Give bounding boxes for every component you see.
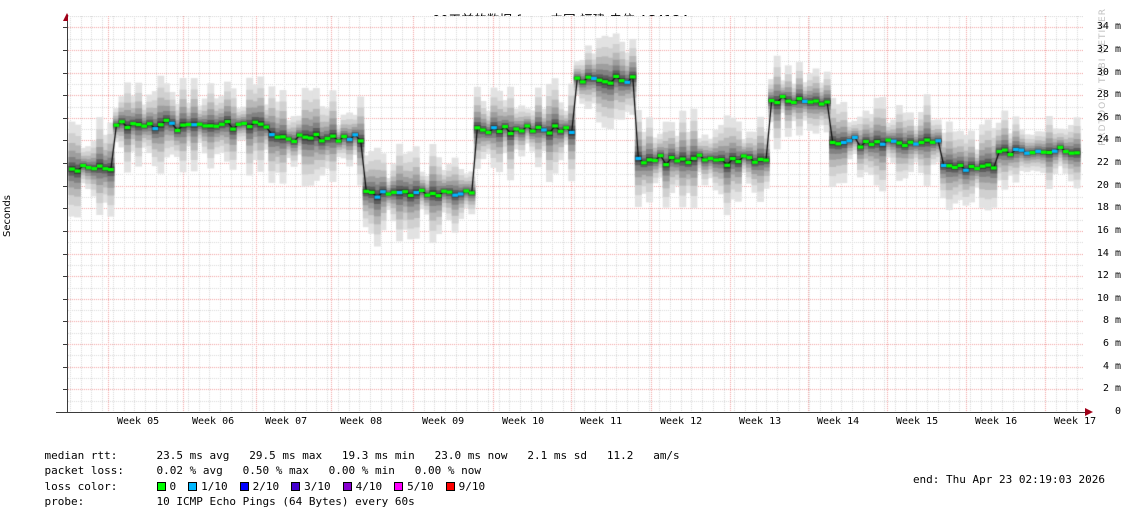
y-tick-label: 2 m xyxy=(1102,383,1121,395)
loss-legend-item: 9/10 xyxy=(445,479,486,493)
y-tick-label: 24 m xyxy=(1096,134,1121,146)
x-tick-label: Week 16 xyxy=(975,416,1018,427)
x-tick-label: Week 17 xyxy=(1054,416,1097,427)
y-tick-mark xyxy=(63,49,68,51)
y-tick-label: 28 m xyxy=(1096,89,1121,101)
loss-legend-label: 9/10 xyxy=(458,479,486,493)
x-tick-label: Week 15 xyxy=(896,416,939,427)
loss-legend-label: 2/10 xyxy=(252,479,280,493)
y-tick-label: 12 m xyxy=(1096,270,1121,282)
y-tick-label: 30 m xyxy=(1096,66,1121,78)
y-tick-mark xyxy=(63,276,68,278)
loss-legend-item: 5/10 xyxy=(394,480,434,493)
y-tick-mark xyxy=(63,253,68,255)
median-rtt-row: median rtt: 23.5 ms avg 29.5 ms max 19.3 … xyxy=(18,432,1108,462)
y-tick-mark xyxy=(63,117,68,119)
y-tick-label: 0 xyxy=(1114,406,1121,417)
y-tick-mark xyxy=(63,72,68,74)
y-tick-label: 6 m xyxy=(1102,338,1121,350)
y-tick-mark xyxy=(63,185,68,187)
y-tick-mark xyxy=(63,140,68,142)
y-tick-mark xyxy=(63,298,68,300)
y-tick-label: 16 m xyxy=(1096,224,1121,236)
loss-legend-label: 1/10 xyxy=(201,479,228,493)
loss-color-swatch-icon xyxy=(156,481,166,491)
y-tick-mark xyxy=(63,163,68,165)
packet-loss-key: packet loss: xyxy=(44,464,124,477)
y-tick-mark xyxy=(63,208,68,210)
y-tick-mark xyxy=(63,412,68,413)
y-axis-line xyxy=(67,20,68,413)
y-tick-mark xyxy=(63,95,68,97)
loss-legend-label: 5/10 xyxy=(407,479,434,493)
y-tick-label: 20 m xyxy=(1096,179,1121,191)
y-tick-label: 34 m xyxy=(1096,21,1121,33)
median-rtt-value: 23.5 ms avg 29.5 ms max 19.3 ms min 23.0… xyxy=(156,448,680,462)
loss-legend-item: 4/10 xyxy=(342,479,383,493)
packet-loss-value: 0.02 % avg 0.50 % max 0.00 % min 0.00 % … xyxy=(156,464,482,477)
y-tick-mark xyxy=(63,344,68,346)
x-tick-label: Week 06 xyxy=(192,416,235,427)
y-tick-label: 10 m xyxy=(1096,292,1121,304)
median-rtt-key: median rtt: xyxy=(44,448,118,462)
y-tick-mark xyxy=(63,230,68,232)
y-tick-mark xyxy=(63,321,68,323)
loss-legend-item: 1/10 xyxy=(188,480,228,493)
loss-color-swatch-icon xyxy=(291,481,301,491)
y-tick-label: 22 m xyxy=(1096,157,1121,169)
x-tick-label: Week 07 xyxy=(265,416,308,427)
y-tick-mark xyxy=(63,389,68,391)
probe-key: probe: xyxy=(44,495,85,508)
x-tick-label: Week 10 xyxy=(502,416,545,427)
y-tick-label: 4 m xyxy=(1102,360,1121,372)
loss-color-swatch-icon xyxy=(188,481,198,491)
x-axis-line xyxy=(56,412,1085,413)
loss-color-swatch-icon xyxy=(342,481,352,491)
packet-loss-row: packet loss: 0.02 % avg 0.50 % max 0.00 %… xyxy=(18,448,1108,477)
latency-data-layer xyxy=(68,16,1083,412)
x-tick-label: Week 13 xyxy=(739,416,782,427)
loss-legend-item: 2/10 xyxy=(239,479,280,493)
y-tick-label: 14 m xyxy=(1096,247,1121,259)
loss-color-row: loss color: 0 1/10 2/10 3/10 4/10 5/10 9/10 xyxy=(18,463,1108,493)
y-tick-label: 26 m xyxy=(1096,111,1121,123)
loss-color-swatch-icon xyxy=(239,481,249,491)
y-axis-arrow-icon xyxy=(63,13,71,21)
end-timestamp: end: Thu Apr 23 02:19:03 2026 xyxy=(912,473,1105,486)
loss-legend-label: 4/10 xyxy=(355,479,383,493)
x-tick-label: Week 12 xyxy=(660,416,703,427)
loss-legend-label: 3/10 xyxy=(304,479,331,493)
loss-color-key: loss color: xyxy=(44,479,118,493)
y-axis-label: Seconds xyxy=(2,195,13,238)
y-tick-mark xyxy=(63,27,68,29)
y-tick-label: 18 m xyxy=(1096,202,1121,214)
x-axis-arrow-icon xyxy=(1085,408,1093,416)
x-tick-label: Week 09 xyxy=(422,416,465,427)
y-tick-mark xyxy=(63,366,68,368)
x-tick-label: Week 14 xyxy=(817,416,860,427)
loss-legend-item: 0 xyxy=(156,479,177,493)
loss-legend-label: 0 xyxy=(169,479,177,493)
loss-color-swatches: 0 1/10 2/10 3/10 4/10 5/10 9/10 xyxy=(156,479,498,493)
probe-value: 10 ICMP Echo Pings (64 Bytes) every 60s xyxy=(156,495,415,508)
x-tick-label: Week 05 xyxy=(117,416,160,427)
loss-legend-item: 3/10 xyxy=(291,480,331,493)
x-tick-label: Week 11 xyxy=(580,416,623,427)
plot-area xyxy=(68,16,1083,412)
loss-color-swatch-icon xyxy=(394,481,404,491)
loss-color-swatch-icon xyxy=(445,481,455,491)
y-tick-label: 8 m xyxy=(1102,315,1121,327)
y-tick-label: 32 m xyxy=(1096,43,1121,55)
x-tick-label: Week 08 xyxy=(340,416,383,427)
